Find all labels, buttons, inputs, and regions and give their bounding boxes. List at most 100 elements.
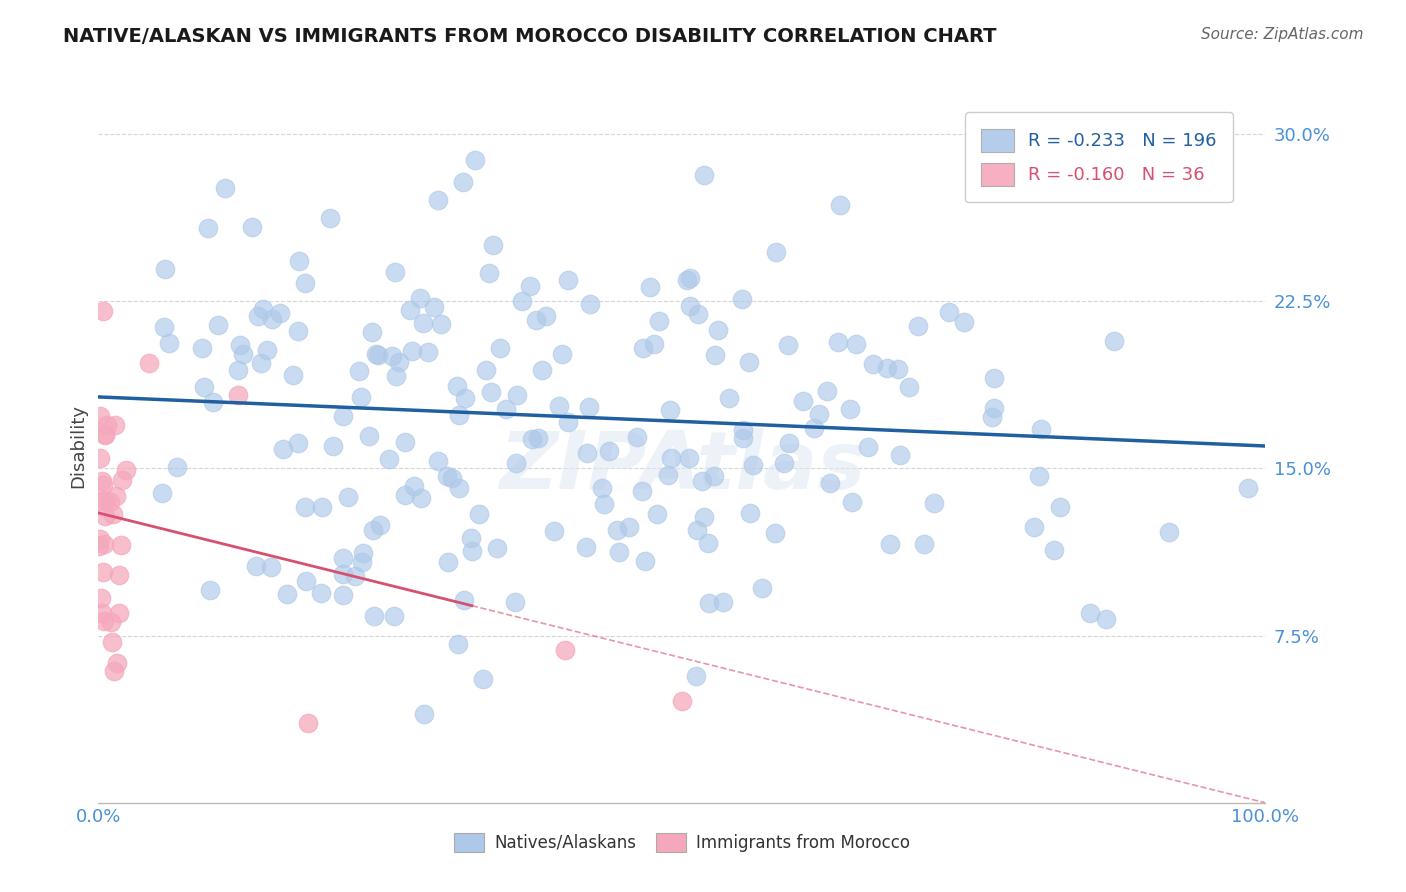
Point: [91, 474, 114, 488]
Point: [631, 341, 654, 355]
Point: [598, 444, 620, 458]
Point: [575, 540, 598, 554]
Point: [634, 554, 657, 568]
Point: [886, 362, 908, 376]
Point: [478, 266, 501, 280]
Point: [678, 450, 700, 465]
Point: [1236, 481, 1258, 495]
Point: [617, 519, 640, 533]
Point: [361, 523, 384, 537]
Point: [191, 341, 214, 355]
Point: [93, 477, 115, 491]
Point: [250, 356, 273, 370]
Point: [512, 294, 534, 309]
Point: [711, 595, 734, 609]
Point: [295, 574, 318, 589]
Point: [94, 493, 117, 508]
Point: [576, 446, 599, 460]
Point: [441, 471, 464, 485]
Point: [89, 450, 111, 465]
Point: [733, 431, 755, 445]
Point: [416, 344, 439, 359]
Point: [648, 314, 671, 328]
Point: [105, 489, 128, 503]
Point: [294, 500, 316, 515]
Point: [527, 431, 550, 445]
Point: [153, 319, 176, 334]
Point: [1095, 612, 1118, 626]
Point: [193, 380, 215, 394]
Point: [530, 363, 553, 377]
Point: [685, 669, 707, 683]
Point: [557, 415, 579, 429]
Point: [461, 543, 484, 558]
Point: [792, 394, 814, 409]
Point: [773, 457, 796, 471]
Point: [506, 388, 529, 402]
Point: [803, 421, 825, 435]
Point: [912, 537, 935, 551]
Point: [94, 427, 117, 442]
Point: [150, 486, 173, 500]
Point: [111, 473, 134, 487]
Point: [731, 423, 754, 437]
Point: [475, 363, 498, 377]
Point: [426, 193, 449, 207]
Point: [467, 507, 489, 521]
Point: [347, 364, 370, 378]
Point: [98, 494, 121, 508]
Point: [384, 265, 406, 279]
Point: [101, 507, 124, 521]
Point: [451, 175, 474, 189]
Point: [731, 292, 754, 306]
Point: [495, 402, 517, 417]
Point: [309, 586, 332, 600]
Point: [446, 637, 468, 651]
Point: [381, 349, 404, 363]
Point: [1102, 334, 1125, 348]
Point: [89, 409, 111, 424]
Point: [382, 608, 405, 623]
Point: [101, 634, 124, 648]
Point: [707, 323, 730, 337]
Point: [554, 643, 576, 657]
Point: [361, 325, 384, 339]
Point: [1042, 542, 1064, 557]
Point: [830, 198, 852, 212]
Point: [368, 518, 391, 533]
Point: [311, 500, 333, 514]
Point: [557, 273, 579, 287]
Point: [807, 408, 830, 422]
Point: [283, 368, 305, 382]
Point: [697, 536, 720, 550]
Point: [765, 244, 787, 259]
Point: [93, 537, 115, 551]
Point: [1029, 422, 1052, 436]
Point: [87, 539, 110, 553]
Point: [938, 305, 960, 319]
Point: [322, 439, 344, 453]
Point: [100, 615, 122, 630]
Point: [856, 440, 879, 454]
Point: [364, 347, 387, 361]
Point: [898, 380, 921, 394]
Point: [591, 482, 613, 496]
Point: [692, 510, 714, 524]
Point: [741, 458, 763, 472]
Point: [332, 588, 354, 602]
Point: [981, 409, 1004, 424]
Point: [294, 276, 316, 290]
Point: [524, 313, 547, 327]
Point: [378, 452, 401, 467]
Point: [423, 300, 446, 314]
Point: [202, 395, 225, 409]
Point: [704, 348, 727, 362]
Point: [889, 448, 911, 462]
Point: [352, 545, 374, 559]
Text: NATIVE/ALASKAN VS IMMIGRANTS FROM MOROCCO DISABILITY CORRELATION CHART: NATIVE/ALASKAN VS IMMIGRANTS FROM MOROCC…: [63, 27, 997, 45]
Point: [592, 497, 614, 511]
Point: [924, 495, 946, 509]
Point: [763, 526, 786, 541]
Point: [609, 545, 631, 559]
Point: [103, 664, 125, 678]
